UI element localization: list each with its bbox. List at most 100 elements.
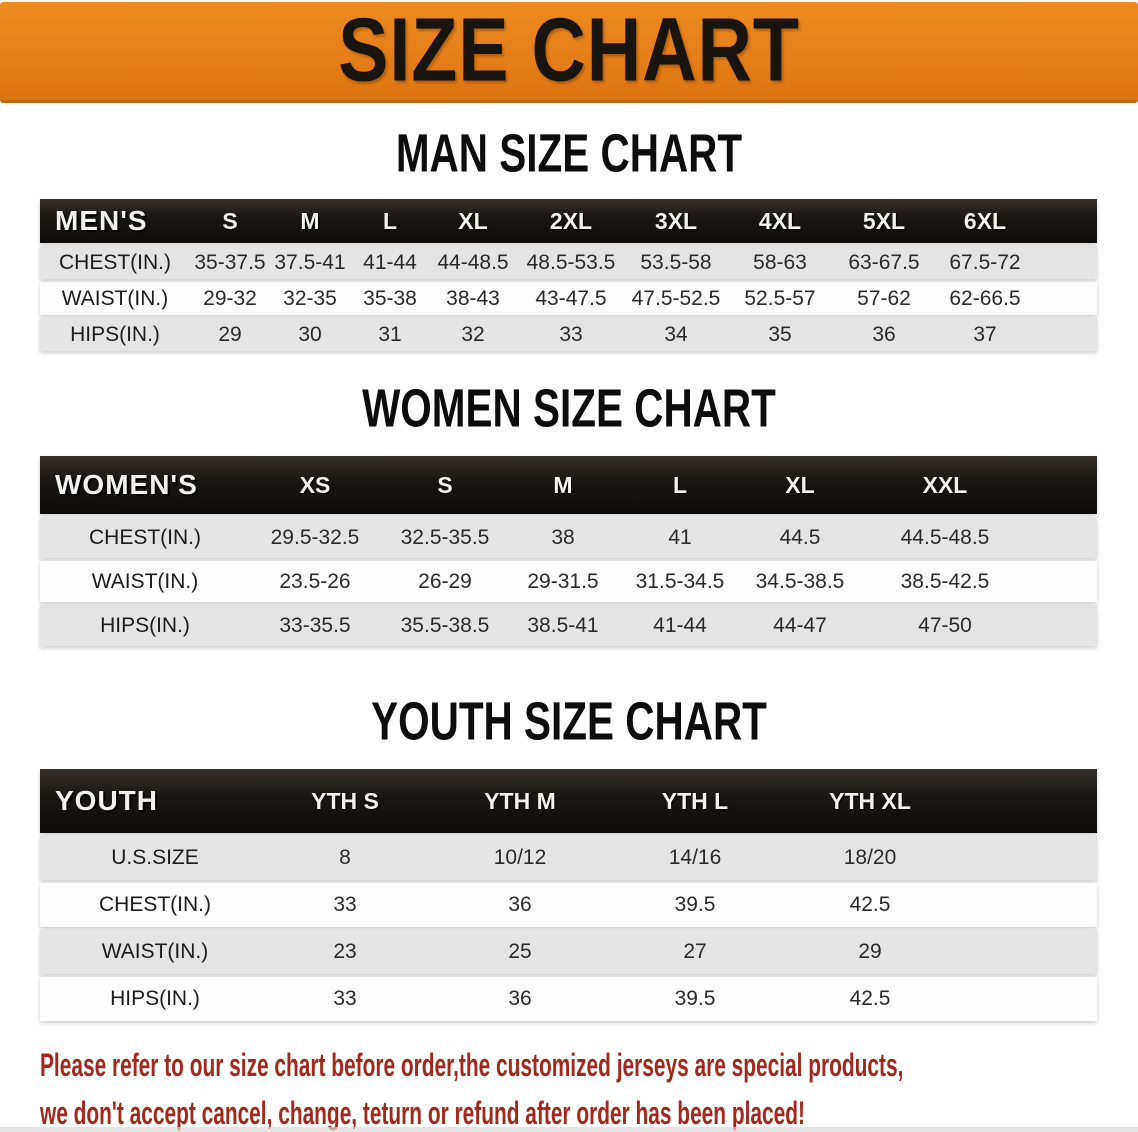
size-cell: 27: [620, 930, 770, 974]
size-cell: 25: [420, 930, 620, 974]
size-cell: 23.5-26: [250, 561, 380, 602]
size-cell: 42.5: [770, 883, 970, 927]
youth-waist-row: WAIST(IN.) 23 25 27 29: [40, 930, 1097, 974]
row-label: HIPS(IN.): [40, 318, 190, 351]
women-column-header: M: [510, 456, 616, 514]
row-label: CHEST(IN.): [40, 246, 190, 279]
size-cell: 31.5-34.5: [616, 561, 744, 602]
men-table-header-row: MEN'S S M L XL 2XL 3XL 4XL 5XL 6XL: [40, 199, 1097, 243]
size-cell: 32: [430, 318, 516, 351]
row-label: WAIST(IN.): [40, 930, 270, 974]
women-hips-row: HIPS(IN.) 33-35.5 35.5-38.5 38.5-41 41-4…: [40, 605, 1097, 646]
size-cell: 29: [190, 318, 270, 351]
women-column-header: XS: [250, 456, 380, 514]
row-label: WAIST(IN.): [40, 561, 250, 602]
size-cell: 18/20: [770, 836, 970, 880]
row-filler: [1036, 246, 1097, 279]
women-column-header: S: [380, 456, 510, 514]
row-label: HIPS(IN.): [40, 605, 250, 646]
size-cell: 36: [420, 883, 620, 927]
size-cell: 44-48.5: [430, 246, 516, 279]
size-cell: 35-38: [350, 282, 430, 315]
size-cell: 38.5-42.5: [856, 561, 1034, 602]
size-cell: 37.5-41: [270, 246, 350, 279]
size-cell: 35: [726, 318, 834, 351]
size-cell: 63-67.5: [834, 246, 934, 279]
row-label: CHEST(IN.): [40, 883, 270, 927]
men-column-header: S: [190, 199, 270, 243]
youth-ussize-row: U.S.SIZE 8 10/12 14/16 18/20: [40, 836, 1097, 880]
youth-table-title: YOUTH: [40, 769, 270, 833]
men-column-header: 2XL: [516, 199, 626, 243]
disclaimer-line-1: Please refer to our size chart before or…: [40, 1048, 904, 1084]
row-filler: [970, 836, 1097, 880]
size-cell: 33: [270, 977, 420, 1021]
size-cell: 37: [934, 318, 1036, 351]
youth-size-table: YOUTH YTH S YTH M YTH L YTH XL U.S.SIZE …: [40, 766, 1097, 1024]
disclaimer-line-2: we don't accept cancel, change, teturn o…: [40, 1096, 805, 1132]
size-cell: 35.5-38.5: [380, 605, 510, 646]
women-chest-row: CHEST(IN.) 29.5-32.5 32.5-35.5 38 41 44.…: [40, 517, 1097, 558]
row-label: CHEST(IN.): [40, 517, 250, 558]
size-cell: 62-66.5: [934, 282, 1036, 315]
women-size-table: WOMEN'S XS S M L XL XXL CHEST(IN.) 29.5-…: [40, 453, 1097, 649]
men-hips-row: HIPS(IN.) 29 30 31 32 33 34 35 36 37: [40, 318, 1097, 351]
size-cell: 10/12: [420, 836, 620, 880]
women-column-header: XXL: [856, 456, 1034, 514]
size-cell: 34.5-38.5: [744, 561, 856, 602]
women-table-header-row: WOMEN'S XS S M L XL XXL: [40, 456, 1097, 514]
men-column-header: XL: [430, 199, 516, 243]
row-filler: [1034, 517, 1097, 558]
size-cell: 41: [616, 517, 744, 558]
men-column-header: M: [270, 199, 350, 243]
youth-section-heading: YOUTH SIZE CHART: [371, 690, 767, 752]
size-cell: 67.5-72: [934, 246, 1036, 279]
size-cell: 32-35: [270, 282, 350, 315]
row-filler: [970, 930, 1097, 974]
men-size-table: MEN'S S M L XL 2XL 3XL 4XL 5XL 6XL CHEST…: [40, 196, 1097, 354]
banner: SIZE CHART: [0, 0, 1138, 103]
row-filler: [1036, 318, 1097, 351]
size-cell: 29.5-32.5: [250, 517, 380, 558]
size-cell: 52.5-57: [726, 282, 834, 315]
row-label: U.S.SIZE: [40, 836, 270, 880]
size-cell: 36: [420, 977, 620, 1021]
size-cell: 14/16: [620, 836, 770, 880]
row-label: WAIST(IN.): [40, 282, 190, 315]
header-filler: [1036, 199, 1097, 243]
row-filler: [970, 977, 1097, 1021]
youth-column-header: YTH L: [620, 769, 770, 833]
bottom-edge-strip: [0, 1127, 1138, 1132]
size-cell: 34: [626, 318, 726, 351]
size-cell: 48.5-53.5: [516, 246, 626, 279]
size-cell: 29: [770, 930, 970, 974]
men-column-header: 4XL: [726, 199, 834, 243]
size-cell: 53.5-58: [626, 246, 726, 279]
men-column-header: 5XL: [834, 199, 934, 243]
size-cell: 8: [270, 836, 420, 880]
size-cell: 33: [516, 318, 626, 351]
men-column-header: L: [350, 199, 430, 243]
disclaimer: Please refer to our size chart before or…: [0, 1042, 1138, 1132]
page-title: SIZE CHART: [338, 0, 800, 101]
size-cell: 32.5-35.5: [380, 517, 510, 558]
size-cell: 33-35.5: [250, 605, 380, 646]
size-cell: 47.5-52.5: [626, 282, 726, 315]
women-column-header: XL: [744, 456, 856, 514]
row-label: HIPS(IN.): [40, 977, 270, 1021]
youth-column-header: YTH S: [270, 769, 420, 833]
size-cell: 38: [510, 517, 616, 558]
size-cell: 42.5: [770, 977, 970, 1021]
men-chest-row: CHEST(IN.) 35-37.5 37.5-41 41-44 44-48.5…: [40, 246, 1097, 279]
men-column-header: 6XL: [934, 199, 1036, 243]
size-cell: 36: [834, 318, 934, 351]
size-cell: 43-47.5: [516, 282, 626, 315]
women-column-header: L: [616, 456, 744, 514]
row-filler: [970, 883, 1097, 927]
size-cell: 29-31.5: [510, 561, 616, 602]
size-cell: 39.5: [620, 883, 770, 927]
women-table-title: WOMEN'S: [40, 456, 250, 514]
row-filler: [1034, 561, 1097, 602]
size-cell: 38.5-41: [510, 605, 616, 646]
